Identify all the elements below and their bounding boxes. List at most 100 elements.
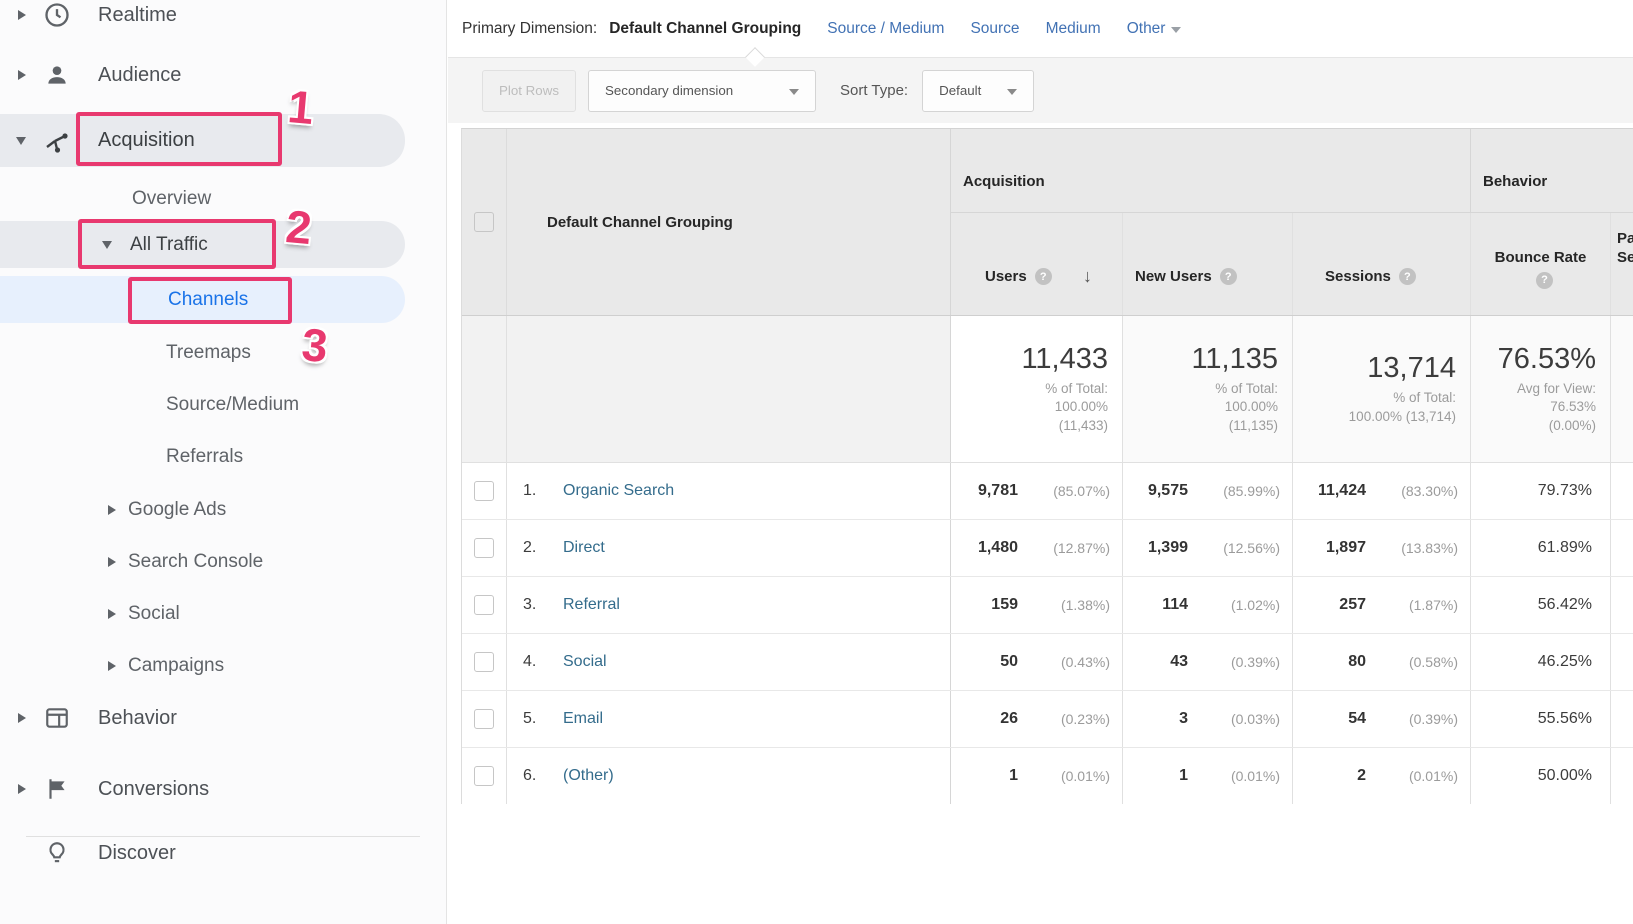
users-pct: (0.01%) <box>1060 768 1110 784</box>
sessions-header-label: Sessions <box>1325 268 1391 285</box>
new-users-total: 11,135 <box>1191 343 1278 376</box>
help-icon[interactable]: ? <box>1398 268 1416 285</box>
dimension-tab-other-label: Other <box>1126 19 1166 37</box>
dimension-tab-source-medium[interactable]: Source / Medium <box>827 19 945 37</box>
channel-link[interactable]: Email <box>563 710 604 727</box>
bounce-rate-avg: 76.53% <box>1497 343 1596 376</box>
sessions-total-sub: % of Total: <box>1393 390 1456 406</box>
row-checkbox[interactable] <box>474 481 494 501</box>
users-total-sub: % of Total: <box>1045 381 1108 397</box>
sidebar-item-campaigns[interactable]: Campaigns <box>0 643 447 689</box>
secondary-dimension-dropdown[interactable]: Secondary dimension <box>588 69 816 112</box>
users-value: 1 <box>1009 767 1018 784</box>
sidebar-item-conversions[interactable]: Conversions <box>0 766 447 812</box>
dimension-tab-medium[interactable]: Medium <box>1045 19 1101 37</box>
sidebar-item-overview[interactable]: Overview <box>0 176 447 222</box>
help-icon[interactable]: ? <box>1219 268 1237 285</box>
chevron-right-icon <box>108 557 116 567</box>
sessions-pct: (0.58%) <box>1408 654 1458 670</box>
users-total-cell: 11,433 % of Total: 100.00% (11,433) <box>951 316 1123 462</box>
users-value: 26 <box>1000 710 1018 727</box>
sessions-column-header[interactable]: Sessions ? <box>1293 212 1471 315</box>
help-icon[interactable]: ? <box>1536 271 1553 289</box>
row-checkbox[interactable] <box>474 766 494 786</box>
sessions-pct: (13.83%) <box>1401 540 1458 556</box>
clipped-column-header[interactable]: Pages / Session <box>1611 213 1633 315</box>
chevron-down-icon <box>1171 26 1182 33</box>
table-toolbar: Plot Rows Secondary dimension Sort Type:… <box>448 57 1633 123</box>
secondary-dimension-label: Secondary dimension <box>605 83 734 98</box>
channel-link[interactable]: Organic Search <box>563 482 675 499</box>
table-row: 3. Referral 159 (1.38%) 114 (1.02%) 257 (1.… <box>462 577 1633 634</box>
channel-link[interactable]: Social <box>563 653 607 670</box>
sidebar-item-realtime[interactable]: Realtime <box>0 0 447 38</box>
sidebar-item-acquisition[interactable]: Acquisition <box>0 114 447 167</box>
channel-link[interactable]: Direct <box>563 539 605 556</box>
sidebar-item-search-console[interactable]: Search Console <box>0 539 447 585</box>
dimension-tab-other[interactable]: Other <box>1127 20 1182 38</box>
dimension-tab-default-channel-grouping[interactable]: Default Channel Grouping <box>609 19 802 37</box>
sessions-total-cell: 13,714 % of Total: 100.00% (13,714) <box>1293 316 1471 462</box>
sort-type-label: Sort Type: <box>840 82 909 99</box>
sidebar-item-source-medium[interactable]: Source/Medium <box>0 382 447 428</box>
clipped-header-line2: Session <box>1617 248 1633 266</box>
bounce-rate-value: 56.42% <box>1471 577 1611 633</box>
new-users-column-header[interactable]: New Users ? <box>1123 212 1293 315</box>
sidebar-item-label: Channels <box>168 288 249 310</box>
sessions-pct: (0.39%) <box>1408 711 1458 727</box>
sidebar-item-label: Google Ads <box>128 499 227 520</box>
sidebar-item-channels[interactable]: Channels <box>0 276 447 323</box>
acquisition-group-header: Acquisition <box>951 129 1471 212</box>
sidebar-item-referrals[interactable]: Referrals <box>0 434 447 480</box>
users-total-sub: 100.00% <box>1054 399 1108 415</box>
clipped-header-line1: Pages / <box>1617 230 1633 248</box>
sidebar-item-label: Treemaps <box>166 342 251 363</box>
flag-icon <box>42 774 72 804</box>
row-checkbox[interactable] <box>474 709 494 729</box>
row-number: 4. <box>523 653 537 670</box>
plot-rows-label: Plot Rows <box>499 83 559 98</box>
selected-item-pill <box>0 276 405 323</box>
dimension-tab-source[interactable]: Source <box>970 19 1020 37</box>
plot-rows-button[interactable]: Plot Rows <box>482 69 576 112</box>
sidebar-item-all-traffic[interactable]: All Traffic <box>0 221 447 268</box>
row-checkbox[interactable] <box>474 652 494 672</box>
chevron-right-icon <box>108 609 116 619</box>
sidebar-item-audience[interactable]: Audience <box>0 52 447 98</box>
sort-type-value: Default <box>939 83 982 98</box>
chevron-right-icon <box>108 505 116 515</box>
table-header: Default Channel Grouping Acquisition Beh… <box>462 129 1633 316</box>
chevron-right-icon <box>108 661 116 671</box>
sidebar-item-treemaps[interactable]: Treemaps <box>0 330 447 376</box>
sidebar-item-behavior[interactable]: Behavior <box>0 695 447 741</box>
bounce-rate-avg-cell: 76.53% Avg for View: 76.53% (0.00%) <box>1471 316 1611 462</box>
chevron-down-icon <box>102 240 112 249</box>
new-users-pct: (0.03%) <box>1230 711 1280 727</box>
channel-link[interactable]: Referral <box>563 596 620 613</box>
select-all-checkbox[interactable] <box>474 212 494 232</box>
sort-type-dropdown[interactable]: Default <box>922 69 1035 112</box>
sidebar-item-label: Social <box>128 603 180 624</box>
sessions-value: 257 <box>1339 596 1366 613</box>
chevron-down-icon <box>16 136 26 145</box>
sort-descending-icon[interactable]: ↓ <box>1083 266 1092 286</box>
dimension-column-header[interactable]: Default Channel Grouping <box>507 129 951 315</box>
channel-link[interactable]: (Other) <box>563 767 614 784</box>
users-column-header[interactable]: Users ? ↓ <box>951 212 1123 315</box>
sidebar-item-social[interactable]: Social <box>0 591 447 637</box>
sidebar-item-google-ads[interactable]: Google Ads <box>0 487 447 533</box>
new-users-pct: (0.39%) <box>1230 654 1280 670</box>
sidebar-item-discover[interactable]: Discover <box>0 830 447 876</box>
primary-dimension-bar: Primary Dimension: Default Channel Group… <box>448 0 1633 57</box>
users-value: 9,781 <box>977 482 1018 499</box>
help-icon[interactable]: ? <box>1034 268 1052 285</box>
row-checkbox[interactable] <box>474 538 494 558</box>
bounce-rate-value: 61.89% <box>1471 520 1611 576</box>
users-pct: (0.43%) <box>1060 654 1110 670</box>
sessions-value: 54 <box>1348 710 1366 727</box>
person-icon <box>42 60 72 90</box>
bounce-rate-column-header[interactable]: Bounce Rate ? <box>1471 212 1611 315</box>
sessions-value: 80 <box>1348 653 1366 670</box>
row-checkbox[interactable] <box>474 595 494 615</box>
users-value: 159 <box>991 596 1018 613</box>
